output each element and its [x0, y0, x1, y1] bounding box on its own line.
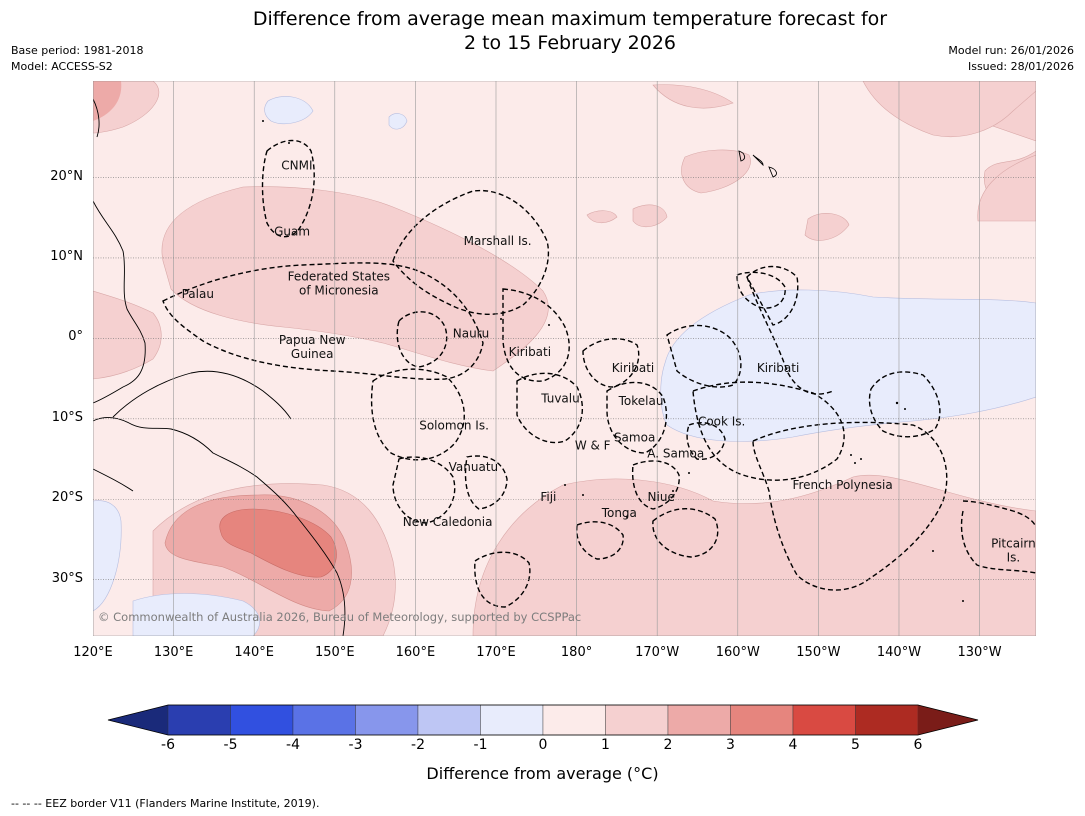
region-label: Marshall Is.: [464, 234, 532, 248]
colorbar-bin: [355, 704, 419, 736]
longitude-label: 170°W: [635, 645, 680, 660]
longitude-label: 120°E: [73, 645, 113, 660]
longitude-label: 140°E: [234, 645, 274, 660]
forecast-map: CNMI Guam Marshall Is. Federated States of M…: [93, 81, 1036, 636]
model-name: Model: ACCESS-S2: [11, 60, 113, 73]
latitude-label: 20°N: [50, 168, 83, 184]
colorbar-tick-label: -4: [286, 737, 300, 753]
region-label: CNMI: [281, 158, 312, 172]
island-dots: [262, 120, 964, 602]
colorbar-bin: [542, 704, 606, 736]
metadata-right: Model run: 26/01/2026 Issued: 28/01/2026: [948, 43, 1074, 75]
region-label: Kiribati: [509, 345, 551, 359]
longitude-label: 160°E: [395, 645, 436, 660]
region-label: W & F: [575, 438, 611, 452]
colorbar-tick-label: -5: [223, 737, 238, 753]
colorbar-tick-label: 3: [726, 737, 735, 753]
longitude-label: 130°E: [153, 645, 194, 660]
colorbar-bin: [417, 704, 481, 736]
colorbar-bin: [855, 704, 919, 736]
region-label: A. Samoa: [647, 446, 704, 460]
longitude-label: 170°E: [476, 645, 516, 660]
colorbar-bin: [230, 704, 294, 736]
title-line-1: Difference from average mean maximum tem…: [252, 8, 888, 30]
region-label: Federated States of Micronesia: [288, 269, 390, 297]
colorbar-bins: [167, 704, 919, 736]
title-line-2: 2 to 15 February 2026: [463, 32, 677, 54]
longitude-label: 140°W: [876, 645, 922, 660]
longitude-label: 180°: [560, 645, 593, 660]
region-label: Palau: [182, 287, 214, 301]
region-label: New Caledonia: [403, 515, 493, 529]
colorbar-bin: [292, 704, 356, 736]
colorbar-bin: [730, 704, 794, 736]
colorbar-title: Difference from average (°C): [426, 764, 659, 783]
colorbar-bin: [667, 704, 731, 736]
colorbar-tick-label: -3: [348, 737, 363, 753]
colorbar-tick-label: 2: [663, 737, 673, 753]
region-label: Guam: [274, 224, 310, 238]
latitude-label: 20°S: [51, 490, 83, 506]
model-run: Model run: 26/01/2026: [948, 44, 1074, 57]
colorbar-bin: [167, 704, 231, 736]
issued-date: Issued: 28/01/2026: [967, 60, 1074, 73]
region-label: Cook Is.: [698, 414, 745, 428]
region-label: Tokelau: [618, 394, 664, 408]
colorbar-tick-label: 1: [601, 737, 610, 753]
copyright-notice: © Commonwealth of Australia 2026, Bureau…: [98, 610, 581, 624]
colorbar-tick-label: -6: [161, 737, 175, 753]
region-labels: CNMI Guam Marshall Is. Federated States of M…: [182, 158, 1036, 564]
gridlines: [93, 81, 1036, 636]
latitude-label: 10°S: [51, 409, 83, 425]
longitude-label: 160°W: [715, 645, 760, 660]
latitude-label: 30°S: [51, 570, 83, 586]
anomaly-minus-1-to-0-fill: [93, 96, 1036, 636]
longitude-label: 150°W: [796, 645, 841, 660]
region-label: French Polynesia: [792, 478, 892, 492]
colorbar-under-arrow: [108, 705, 168, 735]
latitude-label: 10°N: [50, 248, 83, 264]
region-label: Vanuatu: [449, 460, 499, 474]
colorbar-outline: [107, 704, 979, 736]
colorbar-bin: [605, 704, 669, 736]
region-label: Tonga: [601, 506, 637, 520]
colorbar-bin: [480, 704, 544, 736]
chart-title: Difference from average mean maximum tem…: [0, 7, 1085, 55]
colorbar-tick-label: 0: [538, 737, 548, 753]
colorbar-over-arrow: [918, 705, 978, 735]
region-label: Niue: [648, 490, 675, 504]
region-label: Solomon Is.: [419, 418, 489, 432]
anomaly-3-to-4-fill: [219, 508, 337, 578]
colorbar-tick-label: 5: [851, 737, 860, 753]
colorbar-bin: [792, 704, 856, 736]
colorbar: [107, 704, 979, 736]
region-label: Samoa: [614, 430, 655, 444]
colorbar-tick-label: -2: [411, 737, 425, 753]
eez-footnote: -- -- -- EEZ border V11 (Flanders Marine…: [11, 797, 320, 810]
longitude-label: 130°W: [957, 645, 1002, 660]
region-label: Pitcairn Is.: [991, 537, 1036, 565]
region-label: Nauru: [453, 327, 489, 341]
longitude-label: 150°E: [315, 645, 355, 660]
coastlines: [93, 98, 777, 636]
region-label: Kiribati: [757, 361, 799, 375]
region-label: Tuvalu: [540, 392, 580, 406]
region-label: Kiribati: [612, 361, 654, 375]
region-label: Fiji: [540, 490, 556, 504]
anomaly-northwest-patch: [93, 81, 122, 121]
colorbar-tick-label: 6: [913, 737, 923, 753]
colorbar-tick-label: -1: [473, 737, 488, 753]
latitude-label: 0°: [68, 329, 83, 345]
metadata-left: Base period: 1981-2018 Model: ACCESS-S2: [11, 43, 143, 75]
colorbar-tick-label: 4: [788, 737, 798, 753]
region-label: Papua New Guinea: [279, 333, 346, 361]
base-period: Base period: 1981-2018: [11, 44, 144, 57]
